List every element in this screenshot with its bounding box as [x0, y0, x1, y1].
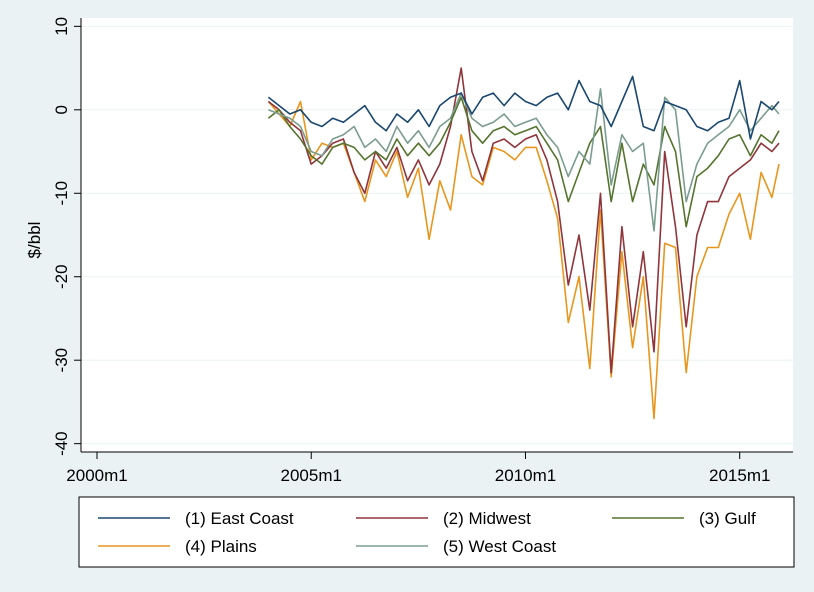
legend-label: (5) West Coast	[443, 537, 556, 556]
legend-label: (1) East Coast	[185, 509, 294, 528]
x-tick-label: 2005m1	[281, 466, 342, 485]
y-axis-ticks: 10 0 -10 -20 -30 -40	[52, 17, 81, 456]
y-tick-label: 0	[52, 105, 71, 114]
series-line-5	[268, 88, 780, 232]
plot-background	[81, 18, 793, 452]
y-tick-label: -40	[52, 431, 71, 456]
x-tick-label: 2015m1	[709, 466, 770, 485]
legend: (1) East Coast (2) Midwest (3) Gulf (4) Pla…	[78, 496, 795, 568]
y-tick-label: -30	[52, 348, 71, 373]
legend-items: (1) East Coast (2) Midwest (3) Gulf (4) Pla…	[98, 509, 756, 556]
legend-label: (4) Plains	[185, 537, 257, 556]
legend-box	[78, 496, 795, 568]
series-lines	[267, 67, 780, 420]
legend-label: (3) Gulf	[699, 509, 756, 528]
x-tick-label: 2000m1	[66, 466, 127, 485]
y-tick-label: -20	[52, 264, 71, 289]
series-line-3	[267, 96, 780, 228]
x-axis-ticks: 2000m1 2005m1 2010m1 2015m1	[66, 452, 770, 485]
legend-label: (2) Midwest	[443, 509, 531, 528]
series-line-1	[267, 75, 780, 140]
y-tick-label: -10	[52, 181, 71, 206]
y-tick-label: 10	[52, 17, 71, 36]
series-line-2	[267, 67, 780, 374]
x-tick-label: 2010m1	[495, 466, 556, 485]
y-axis-title: $/bbl	[25, 222, 44, 259]
